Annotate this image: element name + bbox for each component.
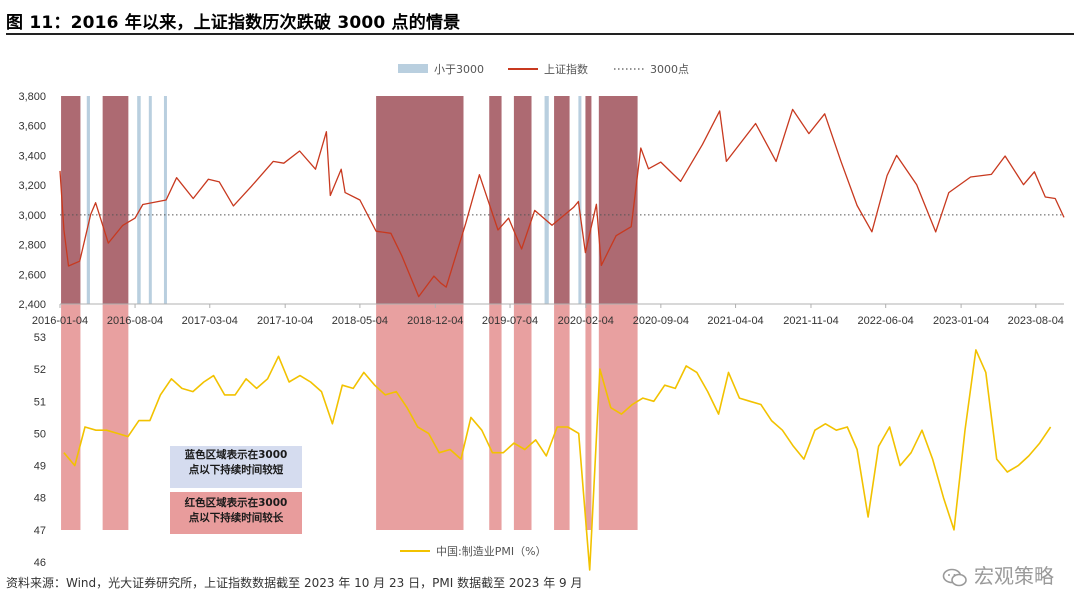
red-band-upper-2 xyxy=(102,96,129,304)
red-band-upper-10 xyxy=(554,96,570,304)
watermark-text: 宏观策略 xyxy=(974,564,1054,588)
index-y-tick-label: 3,800 xyxy=(18,91,46,103)
index-x-tick-label: 2021-04-04 xyxy=(707,315,763,327)
figure-title: 图 11：2016 年以来，上证指数历次跌破 3000 点的情景 xyxy=(6,13,461,33)
legend-label-3000: 3000点 xyxy=(650,63,689,76)
pmi-y-tick-label: 46 xyxy=(34,557,46,569)
red-note-line1: 红色区域表示在3000 xyxy=(184,497,288,509)
red-band-upper-6 xyxy=(376,96,464,304)
pmi-y-tick-label: 51 xyxy=(34,396,46,408)
wechat-icon xyxy=(942,568,967,586)
pmi-y-tick-label: 52 xyxy=(34,364,46,376)
blue-band-3 xyxy=(137,96,141,304)
index-x-tick-label: 2017-10-04 xyxy=(257,315,313,327)
index-x-tick-label: 2021-11-04 xyxy=(783,315,838,327)
red-band-upper-12 xyxy=(585,96,592,304)
index-x-tick-label: 2023-01-04 xyxy=(933,315,989,327)
index-x-tick-label: 2023-08-04 xyxy=(1008,315,1064,327)
red-band-lower-6 xyxy=(376,304,464,530)
index-y-tick-label: 2,600 xyxy=(18,269,46,281)
blue-band-1 xyxy=(86,96,90,304)
index-x-tick-label: 2022-06-04 xyxy=(858,315,914,327)
pmi-y-tick-label: 53 xyxy=(34,332,46,344)
index-y-tick-label: 2,400 xyxy=(18,299,46,311)
red-band-lower-12 xyxy=(585,304,592,530)
legend-top: 小于3000 上证指数 3000点 xyxy=(398,62,689,76)
red-band-upper-13 xyxy=(598,96,638,304)
series-lines xyxy=(59,108,1065,571)
index-line xyxy=(59,108,1065,298)
index-x-tick-label: 2017-03-04 xyxy=(182,315,238,327)
red-band-lower-13 xyxy=(598,304,638,530)
index-y-tick-label: 3,400 xyxy=(18,150,46,162)
legend-label-pmi: 中国:制造业PMI（%） xyxy=(436,544,547,558)
red-band-lower-0 xyxy=(61,304,81,530)
pmi-y-tick-label: 49 xyxy=(34,461,46,473)
red-region-note: 红色区域表示在3000 点以下持续时间较长 xyxy=(170,492,302,534)
index-x-tick-label: 2020-09-04 xyxy=(633,315,689,327)
red-band-upper-0 xyxy=(61,96,81,304)
red-band-upper-8 xyxy=(513,96,532,304)
pmi-y-tick-label: 47 xyxy=(34,525,46,537)
index-x-tick-label: 2016-08-04 xyxy=(107,315,163,327)
index-y-tick-label: 3,000 xyxy=(18,210,46,222)
shaded-bands-lower xyxy=(61,96,638,530)
title-rule xyxy=(6,33,1074,35)
red-band-upper-7 xyxy=(489,96,502,304)
legend-swatch-below-3000 xyxy=(398,64,428,73)
index-x-tick-label: 2018-12-04 xyxy=(407,315,463,327)
blue-band-9 xyxy=(544,96,549,304)
blue-band-11 xyxy=(578,96,582,304)
pmi-axis: 53 52 51 50 49 48 47 46 xyxy=(34,332,46,569)
index-x-tick-label: 2019-07-04 xyxy=(482,315,538,327)
legend-bottom: 中国:制造业PMI（%） xyxy=(400,544,547,558)
index-x-tick-label: 2018-05-04 xyxy=(332,315,388,327)
blue-note-line2: 点以下持续时间较短 xyxy=(188,464,284,476)
watermark: 宏观策略 xyxy=(942,560,1054,589)
red-note-line2: 点以下持续时间较长 xyxy=(188,512,284,524)
red-band-lower-2 xyxy=(102,304,129,530)
index-axis: 3,800 3,600 3,400 3,200 3,000 2,800 2,600 2,400… xyxy=(18,91,1064,327)
pmi-y-tick-label: 50 xyxy=(34,428,46,440)
index-y-tick-label: 3,200 xyxy=(18,180,46,192)
blue-band-4 xyxy=(148,96,152,304)
index-x-tick-label: 2016-01-04 xyxy=(32,315,88,327)
red-band-lower-10 xyxy=(554,304,570,530)
legend-label-index: 上证指数 xyxy=(544,62,588,76)
pmi-line xyxy=(63,349,1052,571)
legend-label-below-3000: 小于3000 xyxy=(434,63,484,76)
red-band-lower-8 xyxy=(513,304,532,530)
source-note: 资料来源：Wind，光大证券研究所，上证指数数据截至 2023 年 10 月 2… xyxy=(6,576,583,590)
red-band-lower-7 xyxy=(489,304,502,530)
blue-note-line1: 蓝色区域表示在3000 xyxy=(184,449,288,461)
pmi-y-tick-label: 48 xyxy=(34,493,46,505)
index-x-tick-label: 2020-02-04 xyxy=(558,315,614,327)
blue-region-note: 蓝色区域表示在3000 点以下持续时间较短 xyxy=(170,446,302,488)
index-y-tick-label: 2,800 xyxy=(18,240,46,252)
index-y-tick-label: 3,600 xyxy=(18,121,46,133)
shaded-bands-upper xyxy=(61,96,638,304)
